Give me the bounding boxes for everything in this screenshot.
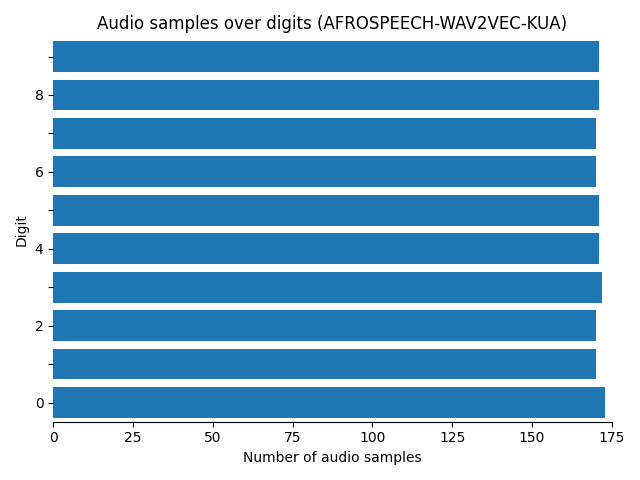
Bar <box>53 387 605 418</box>
Bar <box>53 272 602 302</box>
Bar <box>53 41 599 72</box>
X-axis label: Number of audio samples: Number of audio samples <box>243 451 422 465</box>
Title: Audio samples over digits (AFROSPEECH-WAV2VEC-KUA): Audio samples over digits (AFROSPEECH-WA… <box>97 15 568 33</box>
Bar <box>53 233 599 264</box>
Bar <box>53 80 599 110</box>
Bar <box>53 348 596 379</box>
Bar <box>53 310 596 341</box>
Bar <box>53 118 596 149</box>
Bar <box>53 156 596 187</box>
Bar <box>53 195 599 226</box>
Y-axis label: Digit: Digit <box>15 213 29 246</box>
